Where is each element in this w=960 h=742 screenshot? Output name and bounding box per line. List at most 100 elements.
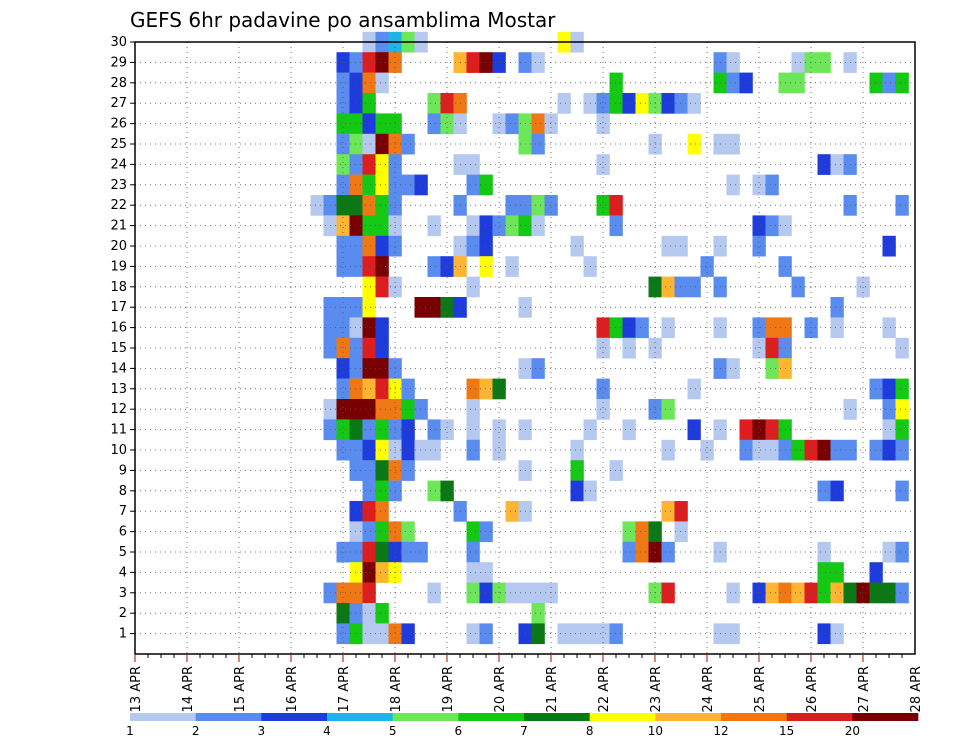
precip-cell-220 xyxy=(765,358,779,379)
precip-cell-147 xyxy=(752,235,766,257)
precip-cell-68 xyxy=(349,133,363,155)
precip-cell-166 xyxy=(661,276,675,298)
precip-cell-204 xyxy=(596,337,610,359)
precip-cell-47 xyxy=(622,93,636,114)
precip-cell-198 xyxy=(882,317,896,339)
precip-cell-92 xyxy=(362,174,376,196)
precip-cell-302 xyxy=(401,460,415,481)
precip-cell-352 xyxy=(362,562,376,583)
precip-cell-143 xyxy=(570,235,584,257)
precip-cell-366 xyxy=(479,582,493,604)
precip-cell-142 xyxy=(479,235,493,257)
precip-cell-380 xyxy=(817,582,831,604)
precip-cell-53 xyxy=(336,113,350,135)
legend-label-20: 20 xyxy=(845,724,860,738)
precip-cell-50 xyxy=(661,93,675,114)
legend-swatch-10 xyxy=(786,713,853,721)
precip-cell-306 xyxy=(362,480,376,502)
precip-cell-153 xyxy=(427,256,441,277)
precip-cell-370 xyxy=(531,582,545,604)
precip-cell-154 xyxy=(440,256,454,277)
precip-cell-296 xyxy=(882,439,896,461)
precip-cell-373 xyxy=(661,582,675,604)
precip-cell-112 xyxy=(531,195,545,216)
ytick-label-18: 18 xyxy=(110,280,127,295)
precip-cell-362 xyxy=(349,582,363,604)
precip-cell-330 xyxy=(479,521,493,543)
precip-cell-40 xyxy=(427,93,441,114)
ytick-label-13: 13 xyxy=(110,382,127,397)
precip-cell-176 xyxy=(414,297,428,318)
precip-cell-261 xyxy=(492,419,506,441)
precip-cell-48 xyxy=(635,93,649,114)
precip-cell-80 xyxy=(349,154,363,175)
precip-cell-358 xyxy=(830,562,844,583)
precip-cell-287 xyxy=(752,439,766,461)
precip-cell-203 xyxy=(375,337,389,359)
grid-lines xyxy=(135,42,915,654)
precip-cell-264 xyxy=(622,419,636,441)
precip-cell-276 xyxy=(375,439,389,461)
precip-cell-323 xyxy=(674,501,688,522)
precip-cell-244 xyxy=(466,399,480,420)
precip-cell-300 xyxy=(375,460,389,481)
precip-cell-211 xyxy=(336,358,350,379)
xtick-label-8: 20 APR xyxy=(493,666,508,712)
precip-cell-58 xyxy=(427,113,441,135)
precip-cell-208 xyxy=(765,337,779,359)
ytick-label-28: 28 xyxy=(110,76,127,91)
precip-cell-341 xyxy=(414,541,428,563)
precip-cell-188 xyxy=(609,317,623,339)
precip-cell-202 xyxy=(362,337,376,359)
precip-cell-240 xyxy=(375,399,389,420)
precip-cell-317 xyxy=(362,501,376,522)
precip-cell-59 xyxy=(440,113,454,135)
precip-cell-258 xyxy=(427,419,441,441)
ytick-label-19: 19 xyxy=(110,259,127,274)
ytick-label-14: 14 xyxy=(110,361,127,376)
precip-cell-76 xyxy=(687,133,701,155)
precip-cell-322 xyxy=(661,501,675,522)
precip-cell-283 xyxy=(570,439,584,461)
precip-cell-70 xyxy=(375,133,389,155)
ytick-label-2: 2 xyxy=(119,606,127,621)
precip-cell-9 xyxy=(362,52,376,73)
precip-cell-232 xyxy=(687,378,701,400)
precip-cell-242 xyxy=(401,399,415,420)
precip-cell-85 xyxy=(466,154,480,175)
precip-cell-36 xyxy=(895,72,909,94)
ytick-label-25: 25 xyxy=(110,137,127,152)
precip-cell-318 xyxy=(375,501,389,522)
precip-cell-249 xyxy=(882,399,896,420)
precip-cell-350 xyxy=(895,541,909,563)
precip-cell-31 xyxy=(739,72,753,94)
precip-cell-250 xyxy=(895,399,909,420)
precip-cell-274 xyxy=(349,439,363,461)
precip-cell-10 xyxy=(375,52,389,73)
precip-cell-254 xyxy=(362,419,376,441)
precip-cell-402 xyxy=(557,623,571,645)
xtick-label-14: 26 APR xyxy=(805,666,820,712)
precip-cell-157 xyxy=(505,256,519,277)
precip-cell-100 xyxy=(752,174,766,196)
ytick-label-8: 8 xyxy=(119,484,127,499)
precip-cell-257 xyxy=(401,419,415,441)
precip-cell-331 xyxy=(622,521,636,543)
ytick-label-5: 5 xyxy=(119,545,127,560)
precip-cell-122 xyxy=(375,215,389,237)
precip-cell-81 xyxy=(362,154,376,175)
precip-cell-292 xyxy=(817,439,831,461)
precip-cell-268 xyxy=(752,419,766,441)
precip-cell-355 xyxy=(466,562,480,583)
precip-cell-191 xyxy=(661,317,675,339)
ytick-label-23: 23 xyxy=(110,178,127,193)
precip-cell-14 xyxy=(479,52,493,73)
ytick-label-6: 6 xyxy=(119,525,127,540)
xtick-label-13: 25 APR xyxy=(753,666,768,712)
precip-cell-34 xyxy=(869,72,883,94)
precip-cell-222 xyxy=(336,378,350,400)
precip-cell-210 xyxy=(895,337,909,359)
xtick-label-2: 14 APR xyxy=(181,666,196,712)
ytick-label-24: 24 xyxy=(110,157,127,172)
precip-cell-124 xyxy=(427,215,441,237)
